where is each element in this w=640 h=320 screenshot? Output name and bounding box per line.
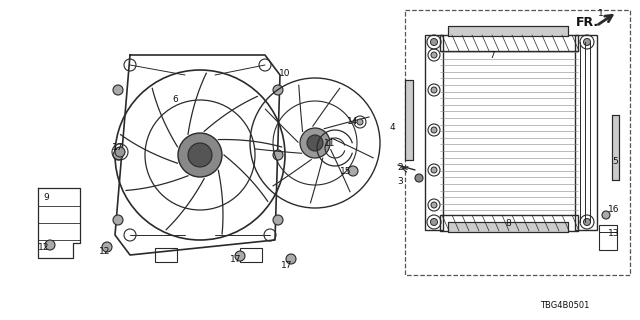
Circle shape — [178, 133, 222, 177]
Circle shape — [300, 128, 330, 158]
Circle shape — [584, 38, 591, 45]
Text: 13: 13 — [608, 228, 620, 237]
Circle shape — [431, 87, 437, 93]
Circle shape — [431, 219, 438, 226]
Bar — [612, 115, 619, 180]
Circle shape — [273, 85, 283, 95]
Text: TBG4B0501: TBG4B0501 — [540, 300, 589, 309]
Bar — [155, 248, 177, 262]
Text: 16: 16 — [608, 205, 620, 214]
Bar — [440, 215, 578, 231]
Text: 14: 14 — [348, 117, 358, 126]
Bar — [448, 26, 568, 36]
Text: 12: 12 — [99, 247, 111, 257]
Circle shape — [415, 174, 423, 182]
Text: 11: 11 — [324, 139, 336, 148]
Circle shape — [431, 38, 438, 45]
Circle shape — [102, 242, 112, 252]
Circle shape — [307, 135, 323, 151]
Bar — [405, 80, 413, 160]
Bar — [612, 115, 619, 180]
Circle shape — [45, 240, 55, 250]
Circle shape — [115, 147, 125, 157]
Text: 4: 4 — [389, 124, 395, 132]
Text: 3: 3 — [397, 177, 403, 186]
Circle shape — [235, 251, 245, 261]
Text: 9: 9 — [43, 194, 49, 203]
Circle shape — [273, 150, 283, 160]
Text: 10: 10 — [279, 68, 291, 77]
Text: 17: 17 — [112, 143, 124, 153]
Circle shape — [431, 202, 437, 208]
Bar — [440, 35, 578, 51]
Text: 15: 15 — [340, 167, 352, 177]
Circle shape — [584, 219, 591, 226]
Bar — [425, 35, 443, 230]
Bar — [599, 225, 617, 250]
Circle shape — [431, 127, 437, 133]
Text: FR.: FR. — [576, 15, 599, 28]
Circle shape — [602, 211, 610, 219]
Text: 5: 5 — [612, 157, 618, 166]
Circle shape — [431, 167, 437, 173]
Circle shape — [286, 254, 296, 264]
Bar — [405, 10, 630, 275]
Circle shape — [348, 166, 358, 176]
Circle shape — [113, 150, 123, 160]
Text: 1: 1 — [598, 10, 604, 19]
Circle shape — [113, 215, 123, 225]
Circle shape — [113, 85, 123, 95]
Text: 6: 6 — [172, 95, 178, 105]
Bar — [448, 222, 568, 232]
Text: 8: 8 — [505, 219, 511, 228]
Text: 12: 12 — [38, 243, 50, 252]
Circle shape — [357, 119, 363, 125]
Text: 2: 2 — [397, 164, 403, 172]
Circle shape — [273, 215, 283, 225]
Text: 7: 7 — [489, 51, 495, 60]
Circle shape — [188, 143, 212, 167]
Circle shape — [431, 52, 437, 58]
Bar — [240, 248, 262, 262]
Bar — [448, 222, 568, 232]
Text: 17: 17 — [281, 261, 292, 270]
Bar — [448, 26, 568, 36]
Text: 17: 17 — [230, 255, 242, 265]
Bar — [405, 80, 413, 160]
Bar — [575, 35, 597, 230]
